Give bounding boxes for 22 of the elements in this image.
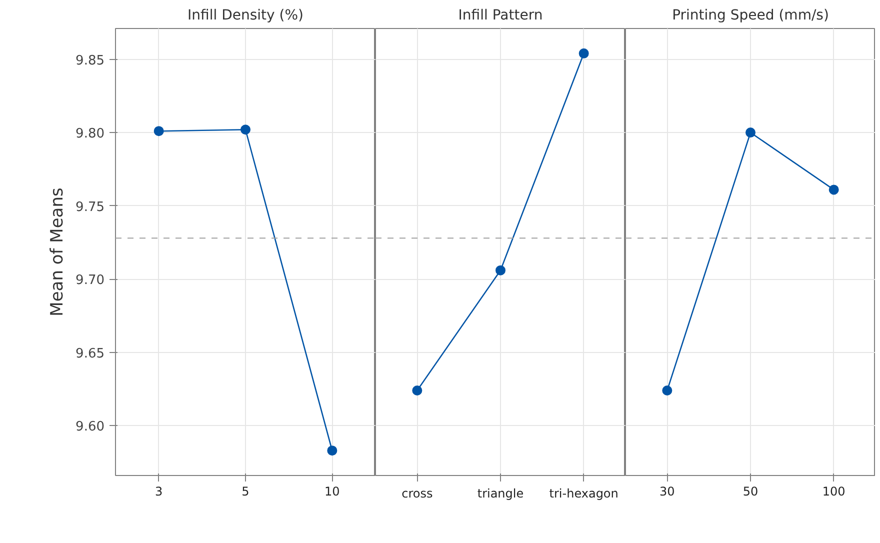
x-tick-label: 30: [660, 484, 675, 498]
chart-title: Infill Density (%): [188, 8, 304, 24]
y-tick-label: 9.70: [76, 273, 105, 288]
x-tick-label: 3: [155, 484, 163, 498]
x-tick-label: 5: [242, 484, 250, 498]
x-tick-label: 100: [822, 484, 846, 498]
x-tick-label: tri-hexagon: [549, 486, 618, 500]
point: [240, 124, 250, 135]
y-tick-label: 9.85: [76, 53, 105, 68]
x-tick-label: triangle: [477, 486, 524, 500]
y-axis-title: Mean of Means: [48, 188, 68, 316]
chart-title: Infill Pattern: [458, 8, 543, 24]
y-tick-label: 9.65: [76, 346, 105, 362]
point: [154, 126, 164, 136]
x-tick-label: 50: [742, 484, 758, 498]
y-tick-label: 9.60: [76, 420, 105, 435]
y-tick-label: 9.75: [76, 200, 105, 215]
point: [327, 446, 338, 456]
y-tick-label: 9.80: [76, 126, 105, 142]
chart-title: Printing Speed (mm/s): [672, 8, 829, 24]
x-tick-label: 10: [324, 484, 340, 498]
x-tick-label: cross: [402, 486, 433, 500]
